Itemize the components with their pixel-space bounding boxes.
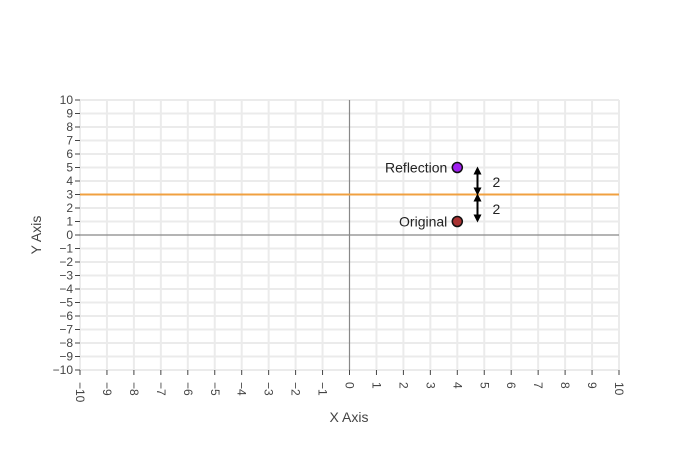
point-reflection (451, 161, 464, 174)
x-tick-label: −6 (181, 382, 195, 396)
y-tick-label: 2 (66, 201, 73, 215)
x-tick-label: −8 (127, 382, 141, 396)
x-tick-labels: −10 −9 −8 −7 −6 −5 −4 −3 −2 −1 0 1 2 3 4 5 6 7 8 9 10 (73, 370, 626, 403)
point-label-original: Original (399, 214, 447, 230)
x-tick-label: −2 (289, 382, 303, 396)
y-tick-label: −6 (59, 309, 73, 323)
x-tick-label: 2 (396, 382, 410, 389)
distance-arrows: 22 (473, 166, 501, 223)
x-tick-label: −3 (262, 382, 276, 396)
y-tick-label: −9 (59, 350, 73, 364)
data-points: Original Reflection (385, 160, 464, 230)
x-tick-label: 10 (612, 382, 626, 396)
y-tick-label: −4 (59, 282, 73, 296)
y-tick-label: 0 (66, 228, 73, 242)
y-tick-label: −5 (59, 296, 73, 310)
x-tick-label: −7 (154, 382, 168, 396)
y-tick-label: 9 (66, 107, 73, 121)
x-tick-label: 9 (585, 382, 599, 389)
y-tick-label: −2 (59, 255, 73, 269)
y-tick-label: 10 (60, 93, 74, 107)
x-tick-label: 7 (531, 382, 545, 389)
arrow-up-head (473, 166, 482, 175)
arrow-up-head (473, 193, 482, 202)
y-tick-label: −8 (59, 336, 73, 350)
x-tick-label: 8 (558, 382, 572, 389)
distance-label: 2 (493, 201, 501, 217)
y-tick-label: 8 (66, 120, 73, 134)
x-tick-label: −10 (73, 382, 87, 403)
point-original (451, 215, 464, 228)
y-tick-label: 3 (66, 188, 73, 202)
x-axis-title: X Axis (330, 409, 369, 425)
zero-axes (80, 100, 619, 370)
y-axis-title: Y Axis (28, 216, 44, 255)
distance-label: 2 (493, 174, 501, 190)
x-tick-label: −9 (100, 382, 114, 396)
x-tick-label: 4 (450, 382, 464, 389)
y-tick-label: −3 (59, 269, 73, 283)
x-tick-label: 5 (477, 382, 491, 389)
y-tick-label: 6 (66, 147, 73, 161)
y-tick-label: −1 (59, 242, 73, 256)
y-tick-label: 4 (66, 174, 73, 188)
arrow-down-head (473, 214, 482, 223)
y-tick-label: −7 (59, 323, 73, 337)
x-tick-label: −4 (235, 382, 249, 396)
x-tick-label: 1 (369, 382, 383, 389)
x-tick-label: 3 (423, 382, 437, 389)
y-tick-label: 1 (66, 215, 73, 229)
arrow-down-head (473, 187, 482, 196)
point-label-reflection: Reflection (385, 160, 447, 176)
x-tick-label: 6 (504, 382, 518, 389)
x-tick-label: −5 (208, 382, 222, 396)
y-tick-label: −10 (53, 363, 74, 377)
y-tick-label: 5 (66, 161, 73, 175)
x-tick-label: −1 (316, 382, 330, 396)
y-tick-label: 7 (66, 134, 73, 148)
x-tick-label: 0 (343, 382, 357, 389)
